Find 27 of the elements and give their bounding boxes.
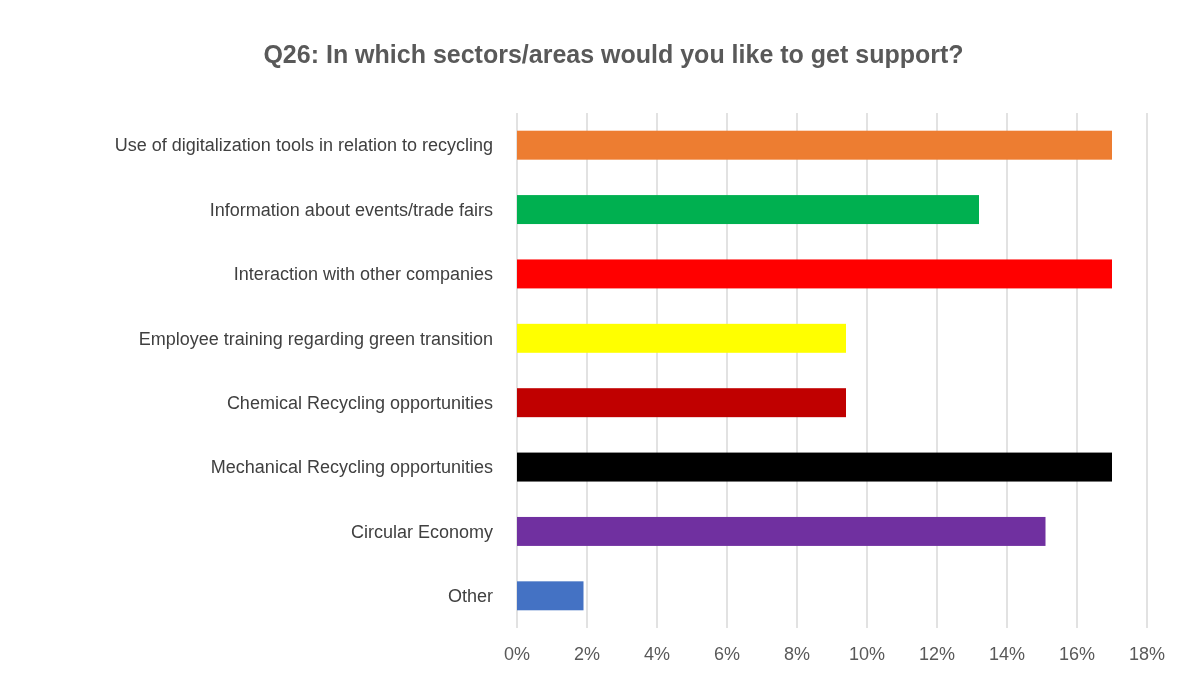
- y-tick-label: Interaction with other companies: [233, 264, 493, 285]
- y-tick-label: Circular Economy: [350, 521, 493, 542]
- y-tick-label: Use of digitalization tools in relation to recycling: [114, 135, 493, 156]
- x-tick-label: 0%: [503, 644, 531, 664]
- bar: [517, 516, 1046, 546]
- x-tick-label: 2%: [573, 644, 601, 664]
- x-tick-label: 14%: [988, 644, 1026, 664]
- y-tick-label: Other: [447, 586, 493, 607]
- chart-title: Q26: In which sectors/areas would you like to get support?: [263, 40, 964, 68]
- x-tick-label: 18%: [1128, 644, 1166, 664]
- bar: [517, 581, 584, 611]
- x-tick-label: 16%: [1058, 644, 1096, 664]
- bar: [517, 323, 846, 353]
- bar: [517, 452, 1112, 482]
- y-tick-label: Employee training regarding green transition: [138, 328, 493, 349]
- x-tick-label: 10%: [848, 644, 886, 664]
- bar: [517, 195, 979, 225]
- bar: [517, 130, 1112, 160]
- y-tick-label: Information about events/trade fairs: [209, 199, 493, 220]
- x-tick-label: 4%: [643, 644, 671, 664]
- x-tick-label: 12%: [918, 644, 956, 664]
- y-tick-label: Chemical Recycling opportunities: [226, 392, 493, 413]
- y-tick-label: Mechanical Recycling opportunities: [210, 457, 493, 478]
- x-tick-label: 6%: [713, 644, 741, 664]
- bar: [517, 259, 1112, 289]
- x-tick-label: 8%: [783, 644, 811, 664]
- bar: [517, 388, 846, 418]
